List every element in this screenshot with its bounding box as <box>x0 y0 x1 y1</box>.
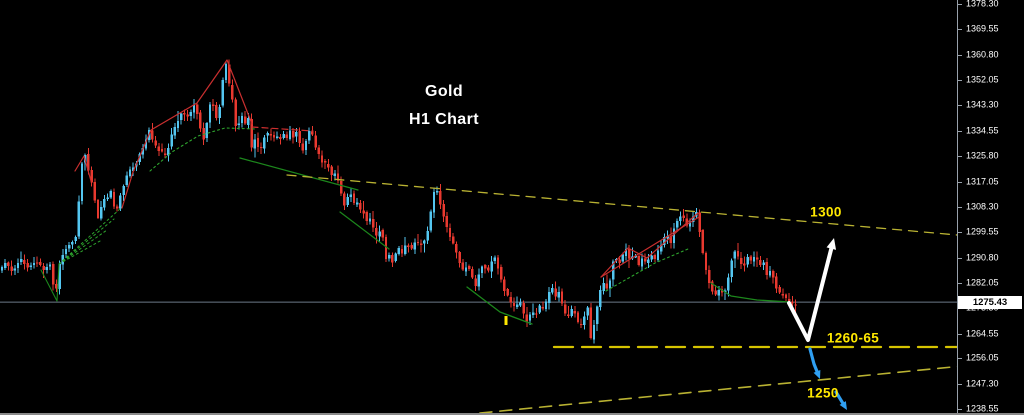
axis-tick <box>958 333 962 335</box>
yellow-tick-mark[interactable] <box>504 316 508 325</box>
candles <box>0 59 797 344</box>
label-1300[interactable]: 1300 <box>810 204 842 220</box>
axis-price-label: 1343.30 <box>966 99 999 110</box>
axis-tick <box>958 408 962 410</box>
axis-price-label: 1299.55 <box>966 226 999 237</box>
green-dotted-arc <box>149 127 257 172</box>
axis-tick <box>958 257 962 259</box>
axis-price-label: 1378.30 <box>966 0 999 9</box>
blue-breakdown-arrow-2[interactable] <box>834 390 847 410</box>
axis-tick <box>958 4 962 5</box>
axis-price-label: 1238.55 <box>966 403 999 414</box>
axis-price-label: 1264.55 <box>966 328 999 339</box>
price-axis[interactable]: 1378.30 1369.55 1360.80 1352.05 1343.30 1334.… <box>957 0 1024 415</box>
axis-tick <box>958 282 962 284</box>
green-dotted-right <box>605 248 689 292</box>
window-bottom-border <box>0 413 1024 415</box>
red-zigzag-right-b <box>600 216 700 278</box>
axis-price-label: 1256.05 <box>966 352 999 363</box>
green-trend-b <box>339 211 390 250</box>
red-zigzag-right-a <box>600 212 699 278</box>
white-projection-arrow[interactable] <box>787 238 837 342</box>
label-1250[interactable]: 1250 <box>807 385 839 401</box>
axis-tick <box>958 308 962 310</box>
axis-price-label: 1247.30 <box>966 378 999 389</box>
green-fan-line-3 <box>58 218 115 265</box>
axis-tick <box>958 358 962 360</box>
green-fan-line-4 <box>58 207 122 265</box>
lower-rising-trendline[interactable] <box>459 359 1024 415</box>
blue-breakdown-arrow-1[interactable] <box>808 347 821 379</box>
axis-tick <box>958 383 962 385</box>
chart-title: Gold <box>424 83 464 100</box>
axis-price-label: 1308.30 <box>966 201 999 212</box>
chart-subtitle: H1 Chart <box>409 111 479 128</box>
axis-tick <box>958 156 962 158</box>
axis-price-label: 1352.05 <box>966 74 999 85</box>
axis-price-label: 1334.55 <box>966 125 999 136</box>
green-arc-mid <box>466 286 533 325</box>
axis-tick <box>958 181 962 183</box>
red-zigzag-left-peak <box>74 155 92 182</box>
axis-price-label: 1290.80 <box>966 252 999 263</box>
red-zigzag-top <box>121 59 253 209</box>
green-arc-right <box>710 282 791 303</box>
axis-tick <box>958 232 962 234</box>
axis-price-label: 1369.55 <box>966 23 999 34</box>
axis-tick <box>958 130 962 132</box>
green-trend-a <box>239 157 359 191</box>
current-price-box: 1275.43 <box>958 295 1022 309</box>
axis-price-label: 1317.05 <box>966 176 999 186</box>
label-1260-65[interactable]: 1260-65 <box>826 330 880 346</box>
green-fan-line-2 <box>58 229 108 265</box>
axis-tick <box>958 80 962 82</box>
green-swing-left <box>40 263 60 302</box>
red-dashed-mid <box>251 126 314 132</box>
axis-tick <box>958 54 962 56</box>
axis-price-label: 1360.80 <box>966 49 999 60</box>
upper-descending-trendline[interactable] <box>286 174 1024 242</box>
chart-title-block: Gold H1 Chart <box>374 83 514 129</box>
axis-tick <box>958 206 962 208</box>
axis-price-label: 1325.80 <box>966 150 999 161</box>
axis-tick <box>958 29 962 31</box>
axis-price-label: 1282.05 <box>966 277 999 288</box>
axis-tick <box>958 105 962 107</box>
